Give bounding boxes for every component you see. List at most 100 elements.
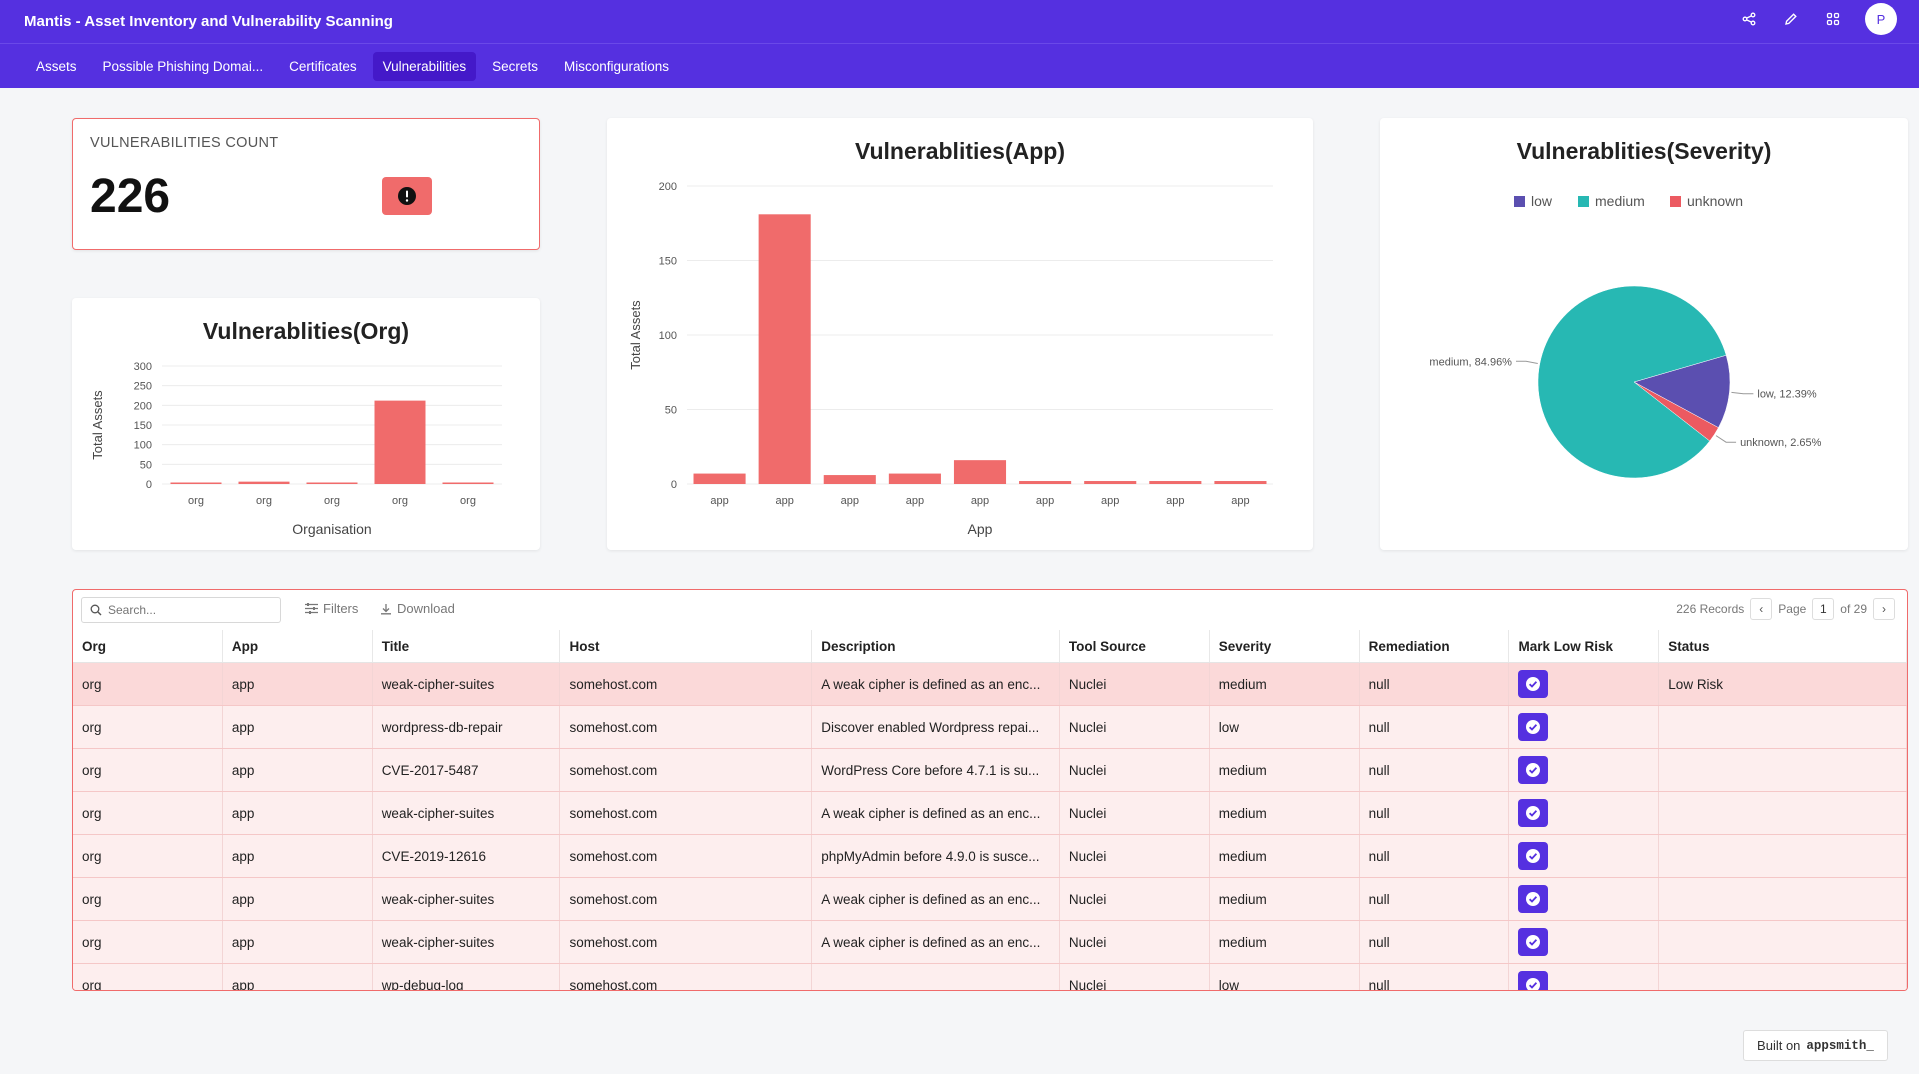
check-circle-icon [1526,763,1541,777]
column-header-org[interactable]: Org [73,630,223,662]
cell-description: A weak cipher is defined as an enc... [812,878,1060,920]
cell-host: somehost.com [560,792,813,834]
download-button[interactable]: Download [380,601,455,616]
table-row[interactable]: org app wp-debug-log somehost.com Nuclei low n… [73,964,1907,990]
cell-host: somehost.com [560,878,813,920]
tab-secrets[interactable]: Secrets [492,58,538,74]
pagination: 226 Records ‹ Page 1 of 29 › [1676,598,1895,620]
pie-label-medium: medium, 84.96% [1429,356,1512,368]
column-header-tool-source[interactable]: Tool Source [1060,630,1210,662]
x-tick-label: app [1101,495,1119,507]
mark-low-risk-button[interactable] [1518,670,1549,698]
prev-page-button[interactable]: ‹ [1750,598,1773,620]
column-header-host[interactable]: Host [560,630,813,662]
column-header-severity[interactable]: Severity [1210,630,1360,662]
pie-label-unknown: unknown, 2.65% [1740,437,1822,449]
apps-icon[interactable] [1823,9,1843,29]
y-tick-label: 50 [140,459,152,471]
mark-low-risk-button[interactable] [1518,713,1549,741]
mark-low-risk-button[interactable] [1518,799,1549,827]
table-row[interactable]: org app wordpress-db-repair somehost.com Dis… [73,706,1907,749]
bar [170,482,222,484]
page-number-input[interactable]: 1 [1812,598,1835,620]
cell-tool-source: Nuclei [1060,663,1210,705]
legend-swatch-unknown [1670,196,1681,207]
x-tick-label: org [460,495,476,507]
y-tick-label: 150 [134,420,152,432]
cell-org: org [73,792,223,834]
bar [823,475,876,484]
app-chart-title: Vulnerablities(App) [855,138,1065,164]
alert-button[interactable] [382,177,432,215]
vulnerabilities-table: Filters Download 226 Records ‹ Page 1 of… [72,589,1908,991]
column-header-mark-low-risk[interactable]: Mark Low Risk [1509,630,1660,662]
cell-remediation: null [1360,706,1510,748]
cell-mark-low-risk [1509,964,1660,990]
cell-title: weak-cipher-suites [373,878,561,920]
mark-low-risk-button[interactable] [1518,842,1549,870]
x-tick-label: app [710,495,728,507]
legend-label-low: low [1531,193,1553,209]
mark-low-risk-button[interactable] [1518,971,1549,990]
tab-certificates[interactable]: Certificates [289,58,357,74]
tab-vulnerabilities[interactable]: Vulnerabilities [372,51,477,81]
cell-mark-low-risk [1509,835,1660,877]
table-toolbar: Filters Download 226 Records ‹ Page 1 of… [73,590,1907,630]
x-tick-label: org [256,495,272,507]
bar [238,481,290,484]
cell-remediation: null [1360,878,1510,920]
cell-host: somehost.com [560,749,813,791]
cell-tool-source: Nuclei [1060,792,1210,834]
cell-status [1659,835,1907,877]
avatar[interactable]: P [1865,3,1897,35]
tab-phishing-domains[interactable]: Possible Phishing Domai... [102,58,264,74]
mark-low-risk-button[interactable] [1518,885,1549,913]
table-row[interactable]: org app weak-cipher-suites somehost.com A we… [73,663,1907,706]
column-header-description[interactable]: Description [812,630,1060,662]
x-tick-label: app [1231,495,1249,507]
legend-label-medium: medium [1595,193,1645,209]
cell-tool-source: Nuclei [1060,964,1210,990]
cell-tool-source: Nuclei [1060,835,1210,877]
bar [374,400,426,484]
mark-low-risk-button[interactable] [1518,928,1549,956]
check-circle-icon [1526,806,1541,820]
mark-low-risk-button[interactable] [1518,756,1549,784]
check-circle-icon [1526,978,1541,990]
table-row[interactable]: org app weak-cipher-suites somehost.com A we… [73,921,1907,964]
cell-tool-source: Nuclei [1060,878,1210,920]
tab-assets[interactable]: Assets [36,58,77,74]
table-row[interactable]: org app weak-cipher-suites somehost.com A we… [73,792,1907,835]
legend-swatch-medium [1578,196,1589,207]
app-title: Mantis - Asset Inventory and Vulnerabili… [24,13,393,30]
column-header-title[interactable]: Title [373,630,561,662]
table-row[interactable]: org app CVE-2019-12616 somehost.com phpMyAdm… [73,835,1907,878]
search-input[interactable] [108,603,268,617]
column-header-status[interactable]: Status [1659,630,1907,662]
table-row[interactable]: org app CVE-2017-5487 somehost.com WordPress… [73,749,1907,792]
cell-app: app [223,835,373,877]
cell-app: app [223,792,373,834]
share-icon[interactable] [1739,9,1759,29]
column-header-app[interactable]: App [223,630,373,662]
edit-icon[interactable] [1781,9,1801,29]
top-actions: P [1739,3,1897,35]
cell-title: CVE-2019-12616 [373,835,561,877]
built-on-badge[interactable]: Built on appsmith_ [1743,1030,1888,1061]
next-page-button[interactable]: › [1873,598,1895,620]
alert-icon [398,187,416,205]
search-box[interactable] [81,597,281,623]
table-row[interactable]: org app weak-cipher-suites somehost.com A we… [73,878,1907,921]
cell-host: somehost.com [560,921,813,963]
cell-severity: medium [1210,792,1360,834]
cell-status [1659,706,1907,748]
column-header-remediation[interactable]: Remediation [1360,630,1510,662]
org-chart-card: Vulnerablities(Org) 0 50 100 150 200 250 300 or… [72,298,540,550]
bar [1149,481,1202,484]
y-tick-label: 200 [659,181,677,193]
appsmith-logo: appsmith_ [1806,1038,1874,1053]
cell-org: org [73,706,223,748]
filters-button[interactable]: Filters [305,601,358,616]
app-chart-card: Vulnerablities(App) 0 50 100 150 200 app app ap… [607,118,1313,550]
tab-misconfigurations[interactable]: Misconfigurations [563,58,669,74]
